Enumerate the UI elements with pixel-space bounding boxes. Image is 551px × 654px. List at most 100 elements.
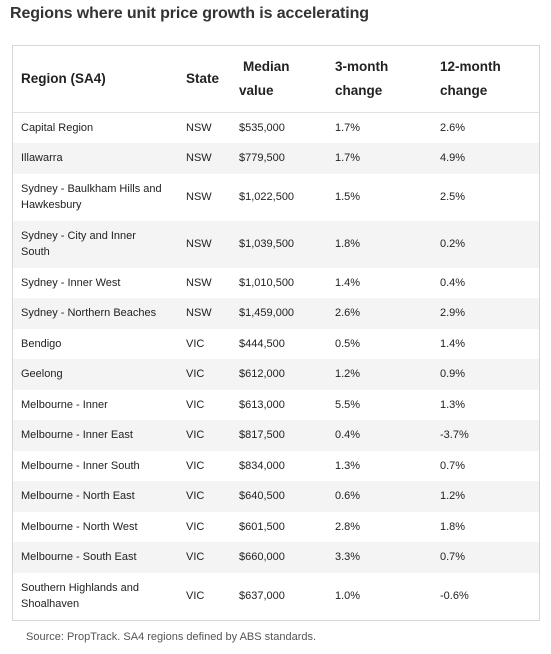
- cell-state: NSW: [178, 298, 231, 329]
- cell-12-month-change: 2.9%: [432, 298, 539, 329]
- cell-state: VIC: [186, 590, 205, 602]
- cell-3-month-change: 0.6%: [327, 481, 432, 512]
- cell-3-month-change: 1.2%: [327, 359, 432, 390]
- cell-state: NSW: [178, 220, 231, 268]
- cell-state: VIC: [186, 520, 205, 533]
- cell-3-month-change: 2.6%: [327, 298, 432, 329]
- cell-12-month-change: 0.7%: [440, 459, 466, 472]
- cell-median-value: $779,500: [231, 143, 327, 174]
- table-row: Sydney - City and Inner South NSW $1,039,50…: [13, 220, 539, 268]
- cell-region: Sydney - Baulkham Hills and Hawkesbury: [21, 183, 162, 211]
- cell-3-month-change: 1.5%: [335, 191, 361, 203]
- table-row: Sydney - Inner West NSW $1,010,500 1.4% 0.4%: [13, 268, 539, 299]
- table-row: Southern Highlands and Shoalhaven VIC $637,…: [13, 573, 539, 620]
- table-row: Sydney - Baulkham Hills and Hawkesbury NSW…: [13, 174, 539, 221]
- cell-12-month-change: 4.9%: [432, 143, 539, 174]
- cell-state: VIC: [178, 420, 231, 451]
- cell-region: Geelong: [13, 359, 178, 390]
- cell-median-value: $817,500: [231, 420, 327, 451]
- table-row: Illawarra NSW $779,500 1.7% 4.9%: [13, 143, 539, 174]
- cell-median-value: $601,500: [239, 520, 285, 533]
- header-12-month-change: 12-month change: [432, 46, 539, 113]
- table-row: Melbourne - South East VIC $660,000 3.3% 0.7…: [13, 542, 539, 573]
- header-median-value: Median value: [231, 46, 327, 113]
- cell-state: VIC: [186, 398, 205, 411]
- cell-12-month-change: -3.7%: [432, 420, 539, 451]
- cell-3-month-change: 1.4%: [335, 276, 361, 289]
- cell-median-value: $660,000: [231, 542, 327, 573]
- cell-12-month-change: 0.4%: [440, 276, 466, 289]
- cell-median-value: $613,000: [239, 398, 285, 411]
- cell-3-month-change: 5.5%: [335, 398, 361, 411]
- header-3-month-change: 3-month change: [327, 46, 432, 113]
- table-row: Melbourne - North East VIC $640,500 0.6% 1.2…: [13, 481, 539, 512]
- cell-3-month-change: 3.3%: [327, 542, 432, 573]
- table-row: Bendigo VIC $444,500 0.5% 1.4%: [13, 329, 539, 360]
- header-state: State: [178, 46, 231, 113]
- table-row: Capital Region NSW $535,000 1.7% 2.6%: [13, 113, 539, 144]
- cell-12-month-change: 2.6%: [440, 122, 466, 134]
- cell-state: NSW: [178, 143, 231, 174]
- cell-median-value: $612,000: [231, 359, 327, 390]
- table-row: Melbourne - Inner South VIC $834,000 1.3% 0.…: [13, 451, 539, 482]
- table-row: Melbourne - Inner VIC $613,000 5.5% 1.3%: [13, 390, 539, 421]
- cell-region: Melbourne - South East: [13, 542, 178, 573]
- cell-state: VIC: [178, 359, 231, 390]
- cell-state: NSW: [186, 122, 212, 134]
- cell-12-month-change: 1.3%: [440, 398, 466, 411]
- cell-region: Illawarra: [13, 143, 178, 174]
- cell-12-month-change: 0.7%: [432, 542, 539, 573]
- cell-median-value: $1,039,500: [231, 220, 327, 268]
- source-note: Source: PropTrack. SA4 regions defined b…: [26, 631, 317, 643]
- cell-12-month-change: 0.9%: [432, 359, 539, 390]
- table-row: Geelong VIC $612,000 1.2% 0.9%: [13, 359, 539, 390]
- cell-3-month-change: 1.0%: [335, 590, 361, 602]
- cell-region: Southern Highlands and Shoalhaven: [21, 582, 140, 610]
- cell-3-month-change: 0.4%: [327, 420, 432, 451]
- cell-12-month-change: 1.8%: [440, 520, 466, 533]
- cell-12-month-change: -0.6%: [440, 590, 469, 602]
- table-row: Melbourne - Inner East VIC $817,500 0.4% -3.…: [13, 420, 539, 451]
- page-title: Regions where unit price growth is accel…: [10, 5, 369, 22]
- cell-median-value: $444,500: [239, 337, 285, 350]
- cell-3-month-change: 2.8%: [335, 520, 361, 533]
- cell-3-month-change: 1.3%: [335, 459, 361, 472]
- cell-state: VIC: [178, 542, 231, 573]
- cell-median-value: $535,000: [239, 122, 285, 134]
- unit-price-table: Region (SA4) State Median value 3-month ch…: [13, 46, 539, 620]
- cell-3-month-change: 1.7%: [335, 122, 361, 134]
- cell-state: VIC: [178, 481, 231, 512]
- header-region: Region (SA4): [13, 46, 178, 113]
- cell-median-value: $1,022,500: [239, 191, 295, 203]
- cell-state: NSW: [186, 191, 212, 203]
- cell-region: Melbourne - Inner: [21, 398, 108, 411]
- cell-median-value: $1,010,500: [239, 276, 295, 289]
- cell-region: Sydney - Inner West: [21, 276, 121, 289]
- cell-state: VIC: [186, 337, 205, 350]
- cell-12-month-change: 1.2%: [432, 481, 539, 512]
- table-row: Sydney - Northern Beaches NSW $1,459,000 2.…: [13, 298, 539, 329]
- cell-region: Melbourne - Inner South: [21, 459, 140, 472]
- table-header-row: Region (SA4) State Median value 3-month ch…: [13, 46, 539, 113]
- cell-median-value: $1,459,000: [231, 298, 327, 329]
- cell-3-month-change: 1.7%: [327, 143, 432, 174]
- cell-median-value: $640,500: [231, 481, 327, 512]
- cell-12-month-change: 0.2%: [432, 220, 539, 268]
- table-body: Capital Region NSW $535,000 1.7% 2.6% Illawar…: [13, 113, 539, 620]
- cell-region: Sydney - City and Inner South: [13, 220, 178, 268]
- cell-3-month-change: 0.5%: [335, 337, 361, 350]
- table-row: Melbourne - North West VIC $601,500 2.8% 1.8…: [13, 512, 539, 543]
- cell-region: Melbourne - North East: [13, 481, 178, 512]
- cell-region: Melbourne - North West: [21, 520, 138, 533]
- cell-region: Capital Region: [21, 122, 94, 134]
- cell-median-value: $834,000: [239, 459, 285, 472]
- cell-state: VIC: [186, 459, 205, 472]
- cell-3-month-change: 1.8%: [327, 220, 432, 268]
- cell-median-value: $637,000: [239, 590, 285, 602]
- cell-region: Melbourne - Inner East: [13, 420, 178, 451]
- cell-region: Bendigo: [21, 337, 62, 350]
- cell-12-month-change: 2.5%: [440, 191, 466, 203]
- cell-12-month-change: 1.4%: [440, 337, 466, 350]
- cell-state: NSW: [186, 276, 212, 289]
- data-table-container: Region (SA4) State Median value 3-month ch…: [12, 45, 540, 621]
